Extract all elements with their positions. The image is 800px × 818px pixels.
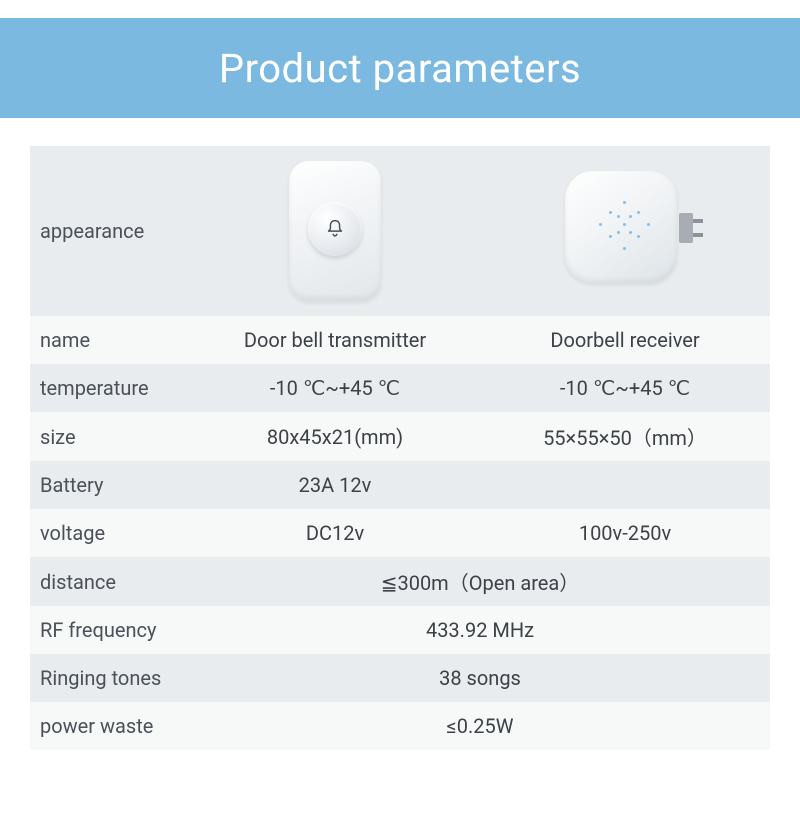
table-row: power waste≤0.25W [30, 702, 770, 750]
row-value-merged: ≤0.25W [190, 702, 770, 750]
table-row: size80x45x21(mm)55×55×50（mm） [30, 412, 770, 461]
title-banner: Product parameters [0, 18, 800, 118]
page-title: Product parameters [219, 45, 581, 92]
row-value-merged: 433.92 MHz [190, 606, 770, 654]
row-label: voltage [30, 509, 190, 557]
row-value-merged: 38 songs [190, 654, 770, 702]
row-label: RF frequency [30, 606, 190, 654]
row-label: power waste [30, 702, 190, 750]
parameters-table-wrap: appearance [0, 118, 800, 750]
table-row: voltageDC12v100v-250v [30, 509, 770, 557]
row-value-a: 23A 12v [190, 461, 480, 509]
label-appearance: appearance [30, 146, 190, 316]
row-value-b: 55×55×50（mm） [480, 412, 770, 461]
table-row: RF frequency433.92 MHz [30, 606, 770, 654]
bell-icon [324, 218, 346, 240]
receiver-device [565, 171, 685, 291]
row-value-b: 100v-250v [480, 509, 770, 557]
appearance-transmitter-cell [190, 146, 480, 316]
plug-icon [679, 213, 693, 243]
parameters-table: appearance [30, 146, 770, 750]
row-label: distance [30, 557, 190, 606]
row-label: size [30, 412, 190, 461]
transmitter-button [308, 202, 362, 256]
table-row: Battery23A 12v [30, 461, 770, 509]
row-value-a: 80x45x21(mm) [190, 412, 480, 461]
row-label: Ringing tones [30, 654, 190, 702]
parameters-tbody: appearance [30, 146, 770, 750]
transmitter-figure [196, 156, 474, 306]
table-row: Ringing tones38 songs [30, 654, 770, 702]
table-row: distance≦300m（Open area） [30, 557, 770, 606]
table-row: temperature-10 ℃~+45 ℃-10 ℃~+45 ℃ [30, 364, 770, 412]
speaker-dots-icon [595, 201, 655, 261]
row-value-a: Door bell transmitter [190, 316, 480, 364]
transmitter-device [289, 161, 381, 301]
row-label: Battery [30, 461, 190, 509]
row-label: name [30, 316, 190, 364]
row-value-b: Doorbell receiver [480, 316, 770, 364]
row-value-a: -10 ℃~+45 ℃ [190, 364, 480, 412]
row-value-merged: ≦300m（Open area） [190, 557, 770, 606]
row-appearance: appearance [30, 146, 770, 316]
table-row: nameDoor bell transmitterDoorbell receiv… [30, 316, 770, 364]
appearance-receiver-cell [480, 146, 770, 316]
row-value-a: DC12v [190, 509, 480, 557]
row-value-b: -10 ℃~+45 ℃ [480, 364, 770, 412]
receiver-figure [486, 156, 764, 306]
row-label: temperature [30, 364, 190, 412]
row-value-b [480, 461, 770, 509]
